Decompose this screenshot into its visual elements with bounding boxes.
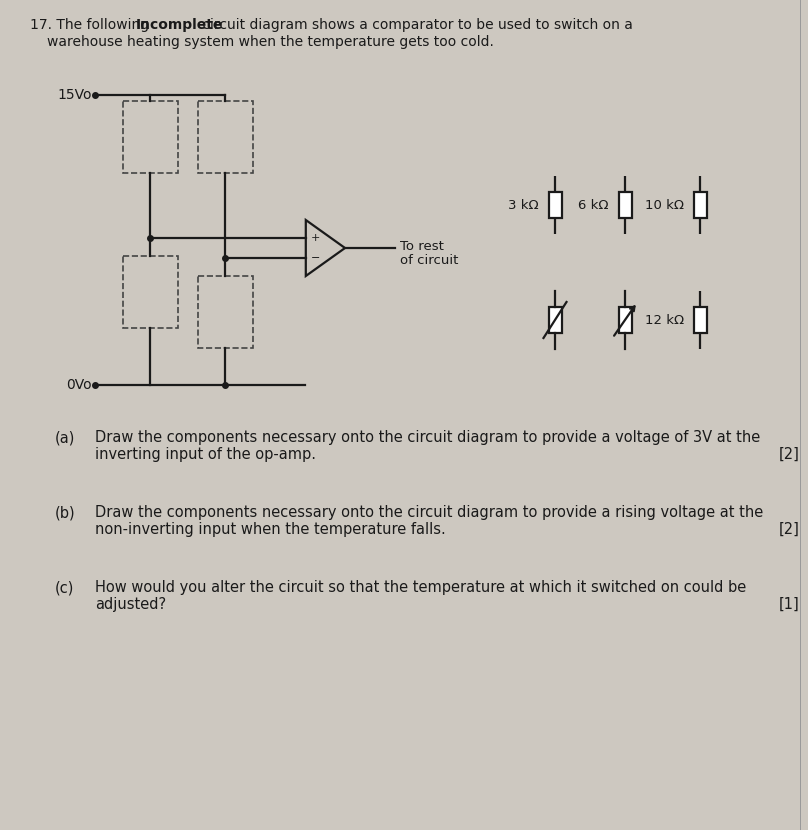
Text: 0Vo: 0Vo [66, 378, 92, 392]
Bar [123, 101, 178, 173]
Bar [618, 307, 632, 333]
Bar [197, 101, 252, 173]
Text: (a): (a) [55, 430, 75, 445]
Bar [197, 276, 252, 348]
Bar [123, 256, 178, 328]
Bar [549, 307, 562, 333]
Text: of circuit: of circuit [400, 254, 458, 267]
Bar [693, 192, 706, 218]
Text: 15Vo: 15Vo [57, 88, 92, 102]
Text: 3 kΩ: 3 kΩ [508, 198, 539, 212]
Text: warehouse heating system when the temperature gets too cold.: warehouse heating system when the temper… [47, 35, 494, 49]
Text: [2]: [2] [779, 447, 800, 462]
Bar [549, 192, 562, 218]
Text: inverting input of the op-amp.: inverting input of the op-amp. [95, 447, 316, 462]
Text: Draw the components necessary onto the circuit diagram to provide a rising volta: Draw the components necessary onto the c… [95, 505, 764, 520]
Text: Incomplete: Incomplete [136, 18, 223, 32]
Text: adjusted?: adjusted? [95, 597, 166, 612]
Text: (c): (c) [55, 580, 74, 595]
Bar [618, 192, 632, 218]
Text: non-inverting input when the temperature falls.: non-inverting input when the temperature… [95, 522, 446, 537]
Text: 6 kΩ: 6 kΩ [579, 198, 609, 212]
Text: +: + [311, 233, 320, 243]
Text: circuit diagram shows a comparator to be used to switch on a: circuit diagram shows a comparator to be… [198, 18, 633, 32]
Text: [1]: [1] [779, 597, 800, 612]
Text: −: − [311, 253, 320, 263]
Text: 12 kΩ: 12 kΩ [645, 314, 684, 326]
Text: How would you alter the circuit so that the temperature at which it switched on : How would you alter the circuit so that … [95, 580, 747, 595]
Text: [2]: [2] [779, 522, 800, 537]
Text: Draw the components necessary onto the circuit diagram to provide a voltage of 3: Draw the components necessary onto the c… [95, 430, 760, 445]
Text: To rest: To rest [400, 240, 444, 253]
Text: 17. The following: 17. The following [30, 18, 154, 32]
Text: (b): (b) [55, 505, 76, 520]
Text: 10 kΩ: 10 kΩ [645, 198, 684, 212]
Bar [693, 307, 706, 333]
